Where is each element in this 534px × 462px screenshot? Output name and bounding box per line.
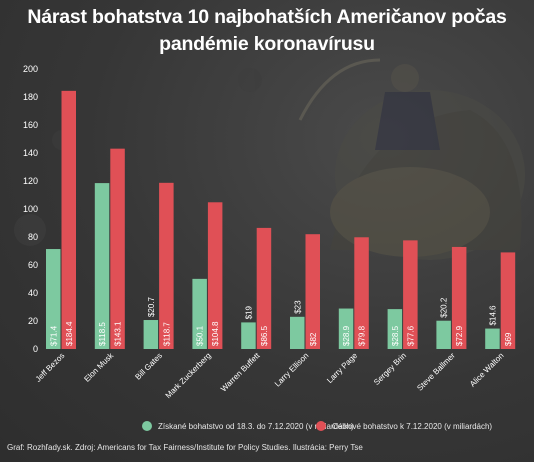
legend-item-gained: Získané bohatstvo od 18.3. do 7.12.2020 … (142, 421, 354, 431)
bar-gained (338, 308, 354, 349)
bar-total (159, 182, 174, 349)
x-tick-label: Jeff Bezos (34, 351, 67, 384)
bar-label-gained: $28.5 (391, 325, 400, 346)
x-tick-label: Warren Buffett (219, 351, 262, 394)
y-tick-label: 120 (23, 176, 38, 186)
y-tick-label: 180 (23, 92, 38, 102)
bar-label-gained: $50.1 (196, 325, 205, 346)
bar-label-total: $77.6 (406, 325, 415, 346)
bar-gained (290, 316, 305, 349)
legend-label-total: Celkové bohatstvo k 7.12.2020 (v miliard… (332, 421, 493, 431)
bar-gained (387, 309, 403, 349)
bar-label-total: $118.7 (162, 322, 171, 346)
bar-label-total: $86.5 (260, 325, 269, 346)
y-tick-label: 20 (28, 316, 38, 326)
bar-total (451, 246, 467, 349)
bar-label-total: $104.8 (211, 321, 220, 346)
x-axis: Jeff Bezos Elon Musk Bill Gates Mark Zucker… (34, 350, 506, 400)
y-tick-label: 160 (23, 120, 38, 130)
legend-item-total: Celkové bohatstvo k 7.12.2020 (v miliard… (316, 421, 492, 431)
bar-gained (46, 249, 61, 349)
bar-gained (485, 328, 500, 349)
y-tick-label: 80 (28, 232, 38, 242)
bar-total (110, 148, 125, 349)
bar-label-gained: $23 (293, 300, 302, 314)
bar-gained (241, 322, 256, 349)
bar-gained (143, 320, 159, 349)
x-tick-label: Elon Musk (82, 350, 115, 383)
bar-value-labels: $71.4 $184.4 $118.5 $143.1 $20.7 $118.7 $50.1 $… (49, 296, 513, 346)
bar-label-total: $82 (309, 332, 318, 346)
x-tick-label: Steve Ballmer (415, 351, 457, 393)
bar-total (354, 237, 369, 349)
legend-swatch-total (316, 421, 326, 431)
bar-gained (436, 320, 451, 349)
bars (46, 90, 516, 349)
legend: Získané bohatstvo od 18.3. do 7.12.2020 … (0, 421, 534, 437)
y-tick-label: 0 (33, 344, 38, 354)
bar-total (61, 90, 76, 349)
bar-label-total: $143.1 (114, 321, 123, 346)
bar-label-gained: $19 (244, 306, 253, 320)
y-tick-label: 200 (23, 64, 38, 74)
bar-total (207, 202, 223, 349)
bar-gained (94, 183, 110, 349)
x-tick-label: Larry Ellison (273, 351, 310, 388)
x-tick-label: Larry Page (325, 351, 359, 385)
x-tick-label: Sergey Brin (372, 351, 408, 387)
y-tick-label: 60 (28, 260, 38, 270)
bar-total (256, 227, 272, 349)
bar-gained (192, 278, 207, 349)
legend-label-gained: Získané bohatstvo od 18.3. do 7.12.2020 … (158, 421, 354, 431)
bar-label-total: $69 (504, 332, 513, 346)
x-tick-label: Alice Walton (468, 351, 506, 389)
bar-label-gained: $118.5 (98, 322, 107, 346)
background-illustration (14, 58, 525, 260)
bar-label-total: $184.4 (65, 321, 74, 346)
bar-label-gained: $14.6 (488, 305, 497, 326)
bar-label-gained: $20.7 (147, 296, 156, 317)
bar-label-total: $79.8 (358, 325, 367, 346)
y-tick-label: 40 (28, 288, 38, 298)
legend-swatch-gained (142, 421, 152, 431)
bar-label-gained: $71.4 (49, 325, 58, 346)
y-tick-label: 100 (23, 204, 38, 214)
bar-total (305, 234, 320, 349)
bar-total (403, 240, 418, 349)
bar-label-gained: $28.9 (342, 325, 351, 346)
chart-title: Nárast bohatstva 10 najbohatších Američa… (27, 6, 507, 55)
source-note: Graf: Rozhľady.sk. Zdroj: Americans for … (7, 443, 363, 452)
bar-label-gained: $20.2 (440, 297, 449, 318)
y-tick-label: 140 (23, 148, 38, 158)
bar-total (500, 252, 516, 349)
x-tick-label: Mark Zuckerberg (164, 351, 213, 400)
x-tick-label: Bill Gates (133, 351, 164, 382)
y-axis: 0 20 40 60 80 100 120 140 160 180 200 (23, 64, 38, 354)
bar-label-total: $72.9 (455, 325, 464, 346)
